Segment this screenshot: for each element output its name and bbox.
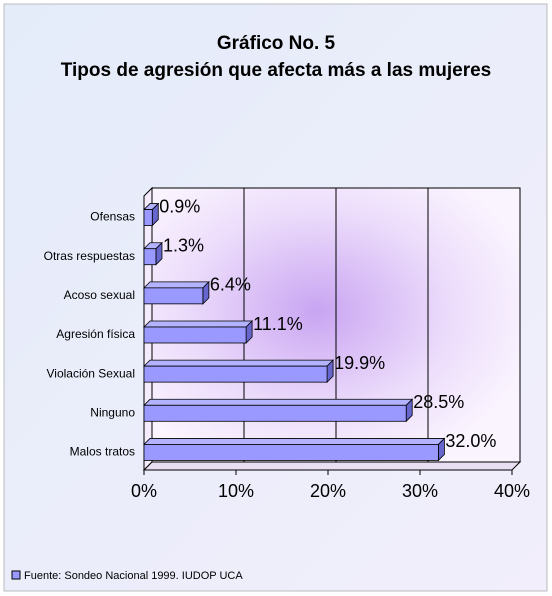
y-tick-label: Violación Sexual [46, 366, 135, 380]
y-tick-label: Ninguno [90, 405, 135, 419]
value-label: 11.1% [253, 314, 303, 334]
y-tick-label: Otras respuestas [44, 249, 135, 263]
plot-floor [142, 461, 522, 471]
value-label: 6.4% [210, 275, 251, 295]
value-label: 32.0% [445, 431, 496, 451]
value-label: 28.5% [413, 392, 464, 412]
x-tick-label: 10% [218, 481, 254, 501]
bar [143, 209, 153, 226]
bar [143, 326, 247, 344]
bar-top [143, 359, 335, 367]
bar [143, 404, 407, 422]
bar-top [143, 320, 254, 328]
y-tick-label: Agresión física [56, 327, 135, 341]
x-tick-label: 0% [131, 481, 157, 501]
y-tick-label: Ofensas [90, 210, 135, 224]
y-tick-label: Malos tratos [70, 445, 135, 459]
chart-subtitle: Tipos de agresión que afecta más a las m… [60, 60, 492, 81]
title-block: Gráfico No. 5 Tipos de agresión que afec… [60, 30, 492, 84]
legend-label: Fuente: Sondeo Nacional 1999. IUDOP UCA [24, 570, 243, 582]
bar-top [143, 398, 414, 406]
value-label: 0.9% [159, 196, 200, 216]
legend-swatch [11, 570, 21, 580]
value-label: 1.3% [163, 235, 204, 255]
y-tick-label: Acoso sexual [64, 288, 135, 302]
bar-top [143, 438, 446, 445]
bar [143, 287, 204, 305]
x-tick-label: 30% [402, 481, 438, 501]
x-tick-label: 20% [310, 481, 346, 501]
chart-title: Gráfico No. 5 [216, 33, 336, 54]
bar [143, 444, 439, 461]
x-tick-label: 40% [494, 481, 530, 501]
value-label: 19.9% [334, 353, 385, 373]
bar [143, 248, 157, 266]
bar [143, 365, 328, 383]
bar-top [143, 281, 210, 289]
